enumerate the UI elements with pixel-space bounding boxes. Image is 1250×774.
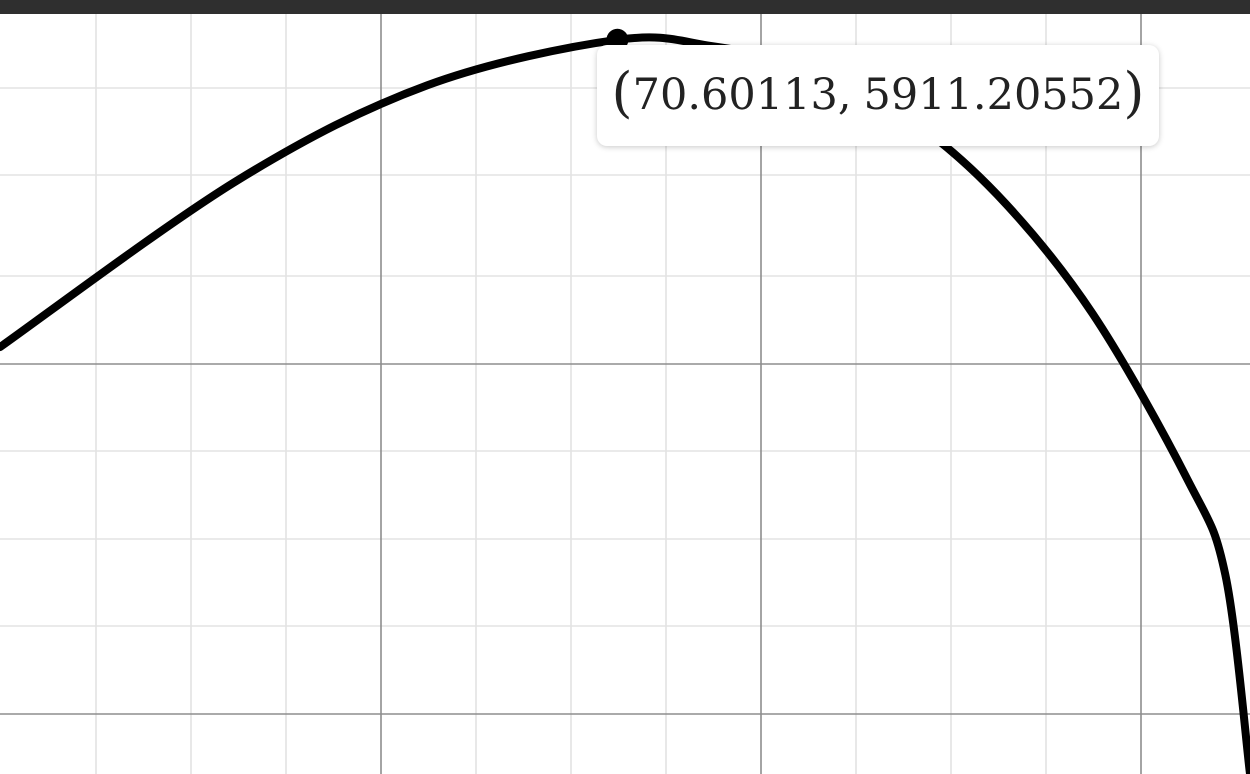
tooltip-close-paren: ) (1123, 60, 1145, 124)
graph-canvas[interactable]: ( 70.60113 , 5911.20552 ) (0, 14, 1250, 774)
tooltip-y-value: 5911.20552 (863, 70, 1124, 120)
point-tooltip: ( 70.60113 , 5911.20552 ) (597, 45, 1159, 146)
top-bar (0, 0, 1250, 14)
tooltip-x-value: 70.60113 (632, 70, 838, 120)
tooltip-separator: , (837, 70, 852, 120)
tooltip-open-paren: ( (611, 60, 633, 124)
curve-line[interactable] (0, 33, 1250, 774)
